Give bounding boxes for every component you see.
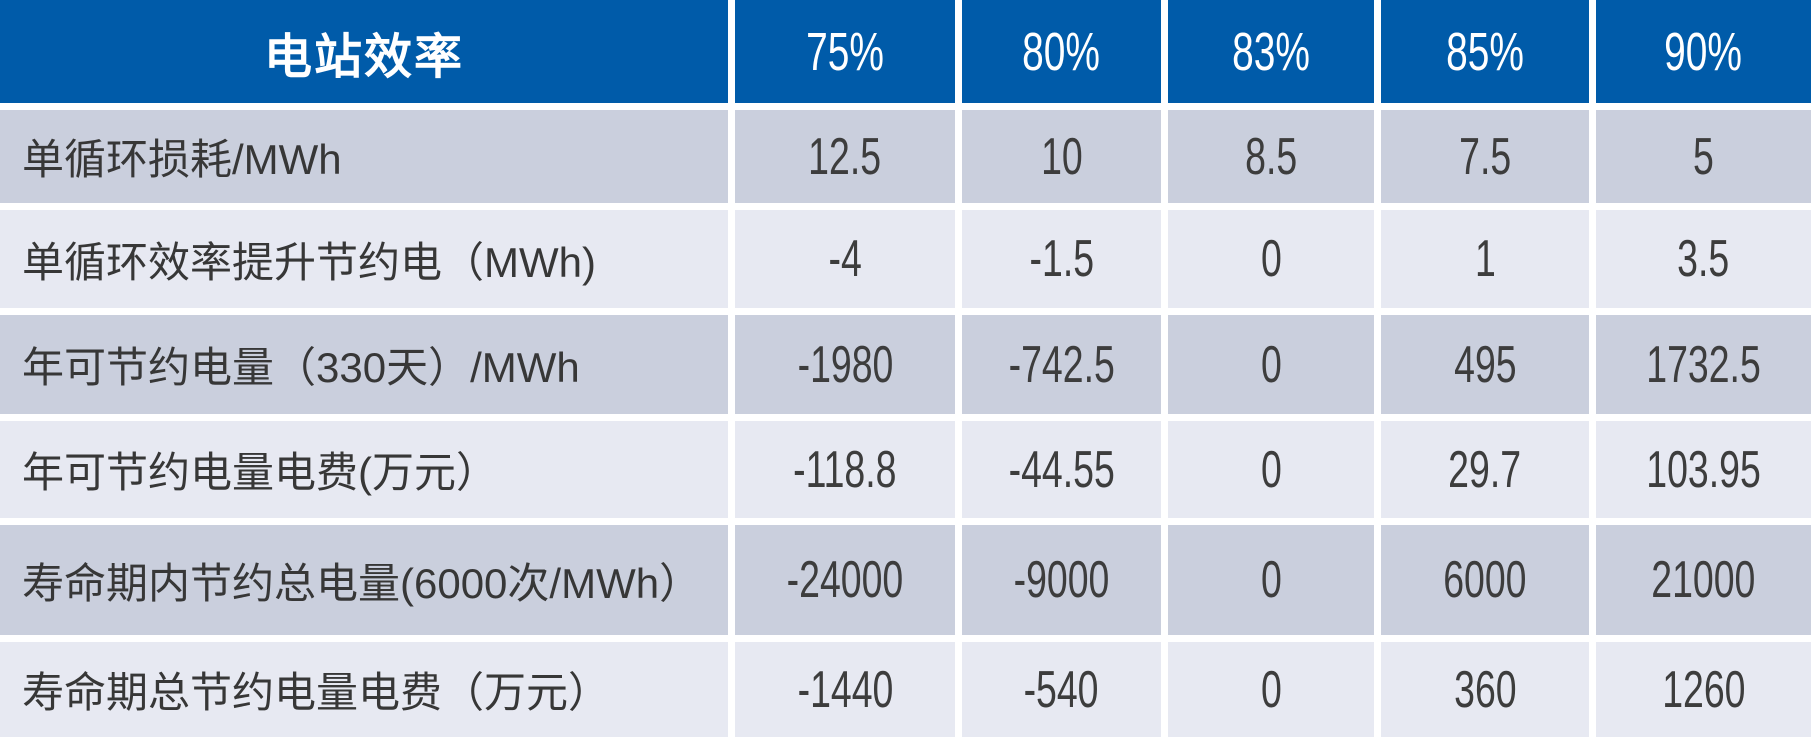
value-cell: -1440 — [735, 642, 955, 737]
cell-value: 0 — [1260, 335, 1282, 394]
cell-value: 10 — [1040, 127, 1083, 186]
row-label-annual-fee-saving: 年可节约电量电费(万元） — [0, 421, 728, 518]
cell-value: 0 — [1260, 551, 1282, 609]
cell-value: -1980 — [797, 335, 893, 394]
header-cell-title: 电站效率 — [0, 0, 728, 103]
value-cell: 360 — [1381, 642, 1589, 737]
cell-value: -4 — [828, 230, 862, 288]
value-cell: 29.7 — [1381, 421, 1589, 518]
cell-value: 6000 — [1443, 551, 1527, 609]
column-header-80: 80% — [1022, 21, 1101, 82]
value-cell: -24000 — [735, 525, 955, 635]
cell-value: 1 — [1474, 230, 1496, 288]
value-cell: -118.8 — [735, 421, 955, 518]
cell-value: -24000 — [786, 551, 904, 609]
cell-value: 5 — [1693, 127, 1714, 186]
value-cell: 10 — [962, 110, 1161, 203]
cell-value: 12.5 — [808, 127, 882, 186]
cell-value: 21000 — [1651, 551, 1756, 609]
cell-value: 3.5 — [1677, 230, 1730, 288]
cell-value: 8.5 — [1244, 127, 1298, 186]
cell-value: 0 — [1260, 440, 1282, 499]
header-cell-80: 80% — [962, 0, 1161, 103]
cell-value: -118.8 — [793, 440, 897, 499]
value-cell: -540 — [962, 642, 1161, 737]
table-title: 电站效率 — [263, 30, 464, 84]
value-cell: 3.5 — [1596, 210, 1811, 308]
header-cell-75: 75% — [735, 0, 955, 103]
header-cell-90: 90% — [1596, 0, 1811, 103]
cell-value: 29.7 — [1448, 440, 1522, 499]
row-label-lifetime-energy-saving: 寿命期内节约总电量(6000次/MWh） — [0, 525, 728, 635]
value-cell: 0 — [1168, 315, 1374, 414]
cell-value: 360 — [1453, 660, 1517, 719]
cell-value: -742.5 — [1008, 335, 1115, 394]
header-cell-83: 83% — [1168, 0, 1374, 103]
row-label-cycle-loss: 单循环损耗/MWh — [0, 110, 728, 203]
row-label-cycle-saving: 单循环效率提升节约电（MWh) — [0, 210, 728, 308]
value-cell: 1 — [1381, 210, 1589, 308]
value-cell: 21000 — [1596, 525, 1811, 635]
column-header-83: 83% — [1232, 21, 1310, 82]
value-cell: 7.5 — [1381, 110, 1589, 203]
cell-value: -44.55 — [1008, 440, 1115, 499]
column-header-90: 90% — [1664, 21, 1743, 82]
value-cell: 495 — [1381, 315, 1589, 414]
value-cell: 103.95 — [1596, 421, 1811, 518]
column-header-75: 75% — [806, 21, 884, 82]
value-cell: 0 — [1168, 421, 1374, 518]
value-cell: 0 — [1168, 642, 1374, 737]
value-cell: 1732.5 — [1596, 315, 1811, 414]
value-cell: -44.55 — [962, 421, 1161, 518]
column-header-85: 85% — [1446, 21, 1524, 82]
cell-value: 7.5 — [1458, 127, 1512, 186]
value-cell: -9000 — [962, 525, 1161, 635]
cell-value: 1732.5 — [1646, 335, 1761, 394]
value-cell: 6000 — [1381, 525, 1589, 635]
cell-value: -540 — [1024, 660, 1099, 719]
value-cell: -1.5 — [962, 210, 1161, 308]
value-cell: 1260 — [1596, 642, 1811, 737]
cell-value: -1.5 — [1029, 230, 1094, 288]
cell-value: 495 — [1453, 335, 1517, 394]
value-cell: 8.5 — [1168, 110, 1374, 203]
value-cell: 5 — [1596, 110, 1811, 203]
value-cell: -4 — [735, 210, 955, 308]
cell-value: 103.95 — [1646, 440, 1761, 499]
cell-value: -1440 — [797, 660, 893, 719]
row-label-annual-energy-saving: 年可节约电量（330天）/MWh — [0, 315, 728, 414]
value-cell: 12.5 — [735, 110, 955, 203]
row-label-lifetime-fee-saving: 寿命期总节约电量电费（万元） — [0, 642, 728, 737]
cell-value: 0 — [1260, 660, 1282, 719]
value-cell: 0 — [1168, 525, 1374, 635]
cell-value: 0 — [1260, 230, 1282, 288]
value-cell: -742.5 — [962, 315, 1161, 414]
value-cell: 0 — [1168, 210, 1374, 308]
cell-value: -9000 — [1013, 551, 1110, 609]
cell-value: 1260 — [1661, 660, 1746, 719]
value-cell: -1980 — [735, 315, 955, 414]
header-cell-85: 85% — [1381, 0, 1589, 103]
